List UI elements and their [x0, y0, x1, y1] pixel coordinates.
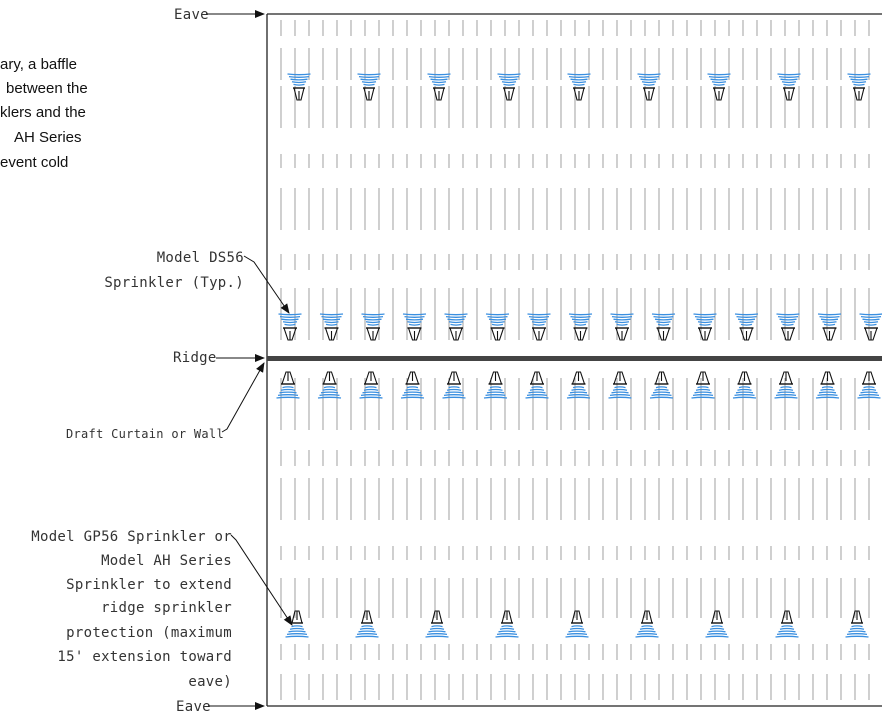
sprinkler-head-icon [649, 371, 674, 399]
sprinkler-head-icon [527, 313, 551, 341]
sprinkler-head-icon [357, 73, 381, 101]
sprinkler-head-icon [637, 73, 661, 101]
sprinkler-head-icon [776, 313, 800, 341]
eave-top-label: Eave [174, 7, 209, 23]
baffle-note: ary, a baffle between the klers and the … [0, 56, 88, 171]
gp56-label-line-4: ridge sprinkler [101, 600, 232, 616]
ds56-label-line-1: Model DS56 [157, 250, 244, 266]
roof-line-grid [280, 20, 870, 700]
eave-bottom-label: Eave [176, 699, 211, 714]
sprinkler-head-icon [777, 73, 801, 101]
note-line-2: between the [6, 80, 88, 97]
sprinkler-head-icon [319, 313, 344, 341]
sprinkler-head-icon [400, 371, 425, 399]
sprinkler-head-icon [483, 371, 508, 399]
sprinkler-head-icon [847, 73, 871, 101]
sprinkler-head-icon [276, 371, 300, 399]
sprinkler-heads [276, 73, 882, 638]
sprinkler-head-icon [355, 610, 379, 638]
sprinkler-head-icon [775, 610, 799, 638]
sprinkler-head-icon [707, 73, 731, 101]
sprinkler-head-icon [608, 371, 632, 399]
ridge-label: Ridge [173, 350, 217, 366]
sprinkler-head-icon [691, 371, 715, 399]
note-line-5: event cold [0, 154, 68, 171]
sprinkler-head-icon [610, 313, 634, 341]
sprinkler-head-icon [278, 313, 302, 341]
sprinkler-head-icon [495, 610, 519, 638]
sprinkler-head-icon [425, 610, 449, 638]
gp56-callout: Model GP56 Sprinkler or Model AH Series … [31, 529, 293, 690]
ridge-line [267, 356, 882, 361]
sprinkler-head-icon [427, 73, 451, 101]
sprinkler-head-icon [485, 313, 510, 341]
sprinkler-head-icon [442, 371, 466, 399]
sprinkler-head-icon [857, 371, 881, 399]
ridge-callout: Ridge [173, 350, 265, 366]
sprinkler-head-icon [635, 610, 659, 638]
gp56-label-line-7: eave) [188, 674, 232, 690]
gp56-label-line-6: 15' extension toward [57, 649, 232, 665]
sprinkler-head-icon [402, 313, 427, 341]
note-line-1: ary, a baffle [0, 56, 77, 73]
sprinkler-head-icon [815, 371, 840, 399]
sprinkler-head-icon [705, 610, 729, 638]
gp56-label-line-1: Model GP56 Sprinkler or [31, 529, 232, 545]
sprinkler-head-icon [568, 313, 593, 341]
gp56-label-line-5: protection (maximum [66, 625, 232, 641]
sprinkler-head-icon [565, 610, 589, 638]
sprinkler-head-icon [693, 313, 717, 341]
sprinkler-head-icon [845, 610, 869, 638]
ds56-callout: Model DS56 Sprinkler (Typ.) [104, 250, 290, 314]
sprinkler-head-icon [734, 313, 759, 341]
draft-curtain-callout: Draft Curtain or Wall [66, 362, 265, 441]
ds56-label-line-2: Sprinkler (Typ.) [104, 275, 244, 291]
sprinkler-head-icon [566, 371, 591, 399]
sprinkler-head-icon [317, 371, 342, 399]
sprinkler-head-icon [285, 610, 309, 638]
gp56-leader-arrow [230, 534, 293, 626]
sprinkler-head-icon [817, 313, 842, 341]
ds56-leader-arrow [243, 255, 290, 314]
sprinkler-head-icon [859, 313, 882, 341]
sprinkler-head-icon [359, 371, 383, 399]
eave-bottom-callout: Eave [176, 699, 265, 714]
draft-curtain-label: Draft Curtain or Wall [66, 427, 224, 441]
gp56-label-line-2: Model AH Series [101, 553, 232, 569]
sprinkler-head-icon [651, 313, 676, 341]
note-line-4: AH Series [14, 129, 82, 146]
sprinkler-head-icon [525, 371, 549, 399]
sprinkler-head-icon [567, 73, 591, 101]
sprinkler-head-icon [444, 313, 468, 341]
note-line-3: klers and the [0, 104, 86, 121]
sprinkler-head-icon [732, 371, 757, 399]
sprinkler-head-icon [361, 313, 385, 341]
sprinkler-head-icon [774, 371, 798, 399]
sprinkler-head-icon [497, 73, 521, 101]
eave-top-callout: Eave [174, 7, 265, 23]
gp56-label-line-3: Sprinkler to extend [66, 577, 232, 593]
draft-curtain-arrow [221, 362, 265, 433]
sprinkler-head-icon [287, 73, 311, 101]
